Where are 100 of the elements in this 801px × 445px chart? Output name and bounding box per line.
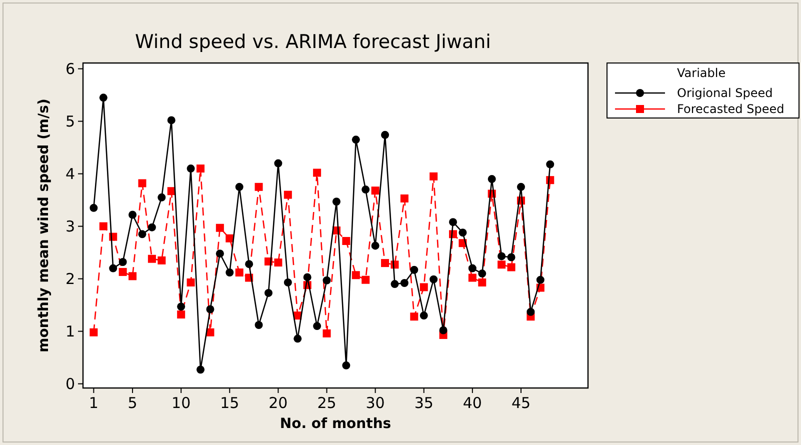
point: [128, 210, 137, 219]
point: [99, 222, 108, 230]
point: [138, 230, 146, 238]
point: [381, 130, 390, 139]
point: [177, 302, 186, 311]
point: [313, 322, 322, 330]
point: [226, 234, 234, 242]
legend-label: Forecasted Speed: [677, 102, 784, 116]
point: [167, 116, 176, 124]
point: [430, 275, 438, 284]
point: [235, 268, 244, 276]
point: [439, 326, 448, 334]
point: [536, 276, 544, 284]
point: [498, 260, 506, 269]
x-tick-label: 45: [511, 394, 531, 412]
y-tick-label: 2: [65, 270, 75, 288]
x-tick-label: 40: [462, 394, 482, 412]
point: [322, 276, 331, 284]
point: [410, 312, 418, 321]
x-tick-label: 15: [220, 394, 240, 412]
point: [90, 204, 98, 212]
point: [254, 182, 263, 191]
x-tick-label: 30: [366, 394, 385, 412]
point: [488, 175, 496, 184]
y-tick-label: 0: [65, 375, 75, 394]
point: [322, 329, 331, 338]
y-tick-label: 3: [65, 218, 75, 236]
point: [390, 280, 399, 288]
point: [478, 270, 486, 278]
point: [206, 305, 214, 314]
point: [371, 186, 380, 195]
point: [254, 320, 263, 329]
point: [313, 168, 322, 177]
point: [274, 159, 282, 168]
point: [468, 274, 476, 282]
point: [342, 236, 350, 245]
point: [177, 310, 186, 318]
x-tick-label: 25: [317, 394, 336, 412]
chart-title: Wind speed vs. ARIMA forecast Jiwani: [135, 31, 491, 53]
point: [381, 259, 390, 268]
point: [186, 164, 195, 173]
x-tick-label: 20: [268, 394, 288, 412]
point: [118, 258, 127, 266]
y-axis-title: monthly mean wind speed (m/s): [36, 98, 52, 352]
point: [138, 179, 146, 188]
x-tick-label: 1: [88, 394, 98, 412]
point: [400, 194, 408, 202]
point: [478, 278, 486, 286]
point: [158, 193, 166, 202]
legend-label: Origional Speed: [677, 86, 773, 100]
point: [118, 268, 127, 276]
x-tick-label: 5: [128, 394, 138, 412]
point: [216, 224, 224, 232]
point: [186, 278, 195, 286]
point: [498, 252, 506, 260]
point: [468, 264, 476, 272]
point: [420, 312, 428, 320]
point: [245, 260, 254, 268]
point: [362, 186, 370, 194]
point: [148, 254, 156, 263]
point: [148, 223, 156, 232]
point: [526, 308, 535, 316]
y-tick-label: 6: [65, 60, 75, 78]
x-axis-title: No. of months: [280, 416, 392, 432]
point: [235, 182, 244, 191]
point: [410, 266, 418, 274]
point: [332, 198, 340, 206]
point: [284, 278, 292, 286]
x-tick-label: 10: [172, 394, 191, 412]
point: [109, 264, 118, 272]
point: [99, 94, 108, 102]
point: [507, 253, 516, 262]
point: [420, 283, 428, 292]
point: [128, 272, 137, 280]
point: [362, 276, 370, 284]
point: [516, 182, 525, 191]
point: [352, 271, 360, 280]
point: [546, 160, 554, 168]
point: [90, 328, 98, 336]
point: [400, 278, 408, 287]
point: [352, 136, 360, 144]
point: [458, 228, 467, 237]
y-tick-label: 5: [65, 112, 75, 131]
point: [264, 288, 272, 297]
point: [284, 190, 292, 199]
point: [342, 361, 350, 370]
point: [216, 250, 224, 258]
legend-title: Variable: [677, 66, 726, 80]
point: [449, 218, 458, 226]
point: [196, 366, 205, 374]
x-tick-label: 35: [414, 394, 434, 412]
point: [507, 263, 516, 272]
point: [430, 172, 438, 180]
y-tick-label: 1: [65, 322, 75, 341]
y-tick-label: 4: [65, 165, 75, 184]
point: [303, 273, 312, 282]
point: [371, 242, 380, 250]
point: [226, 268, 234, 276]
point: [196, 164, 205, 173]
point: [158, 256, 166, 264]
